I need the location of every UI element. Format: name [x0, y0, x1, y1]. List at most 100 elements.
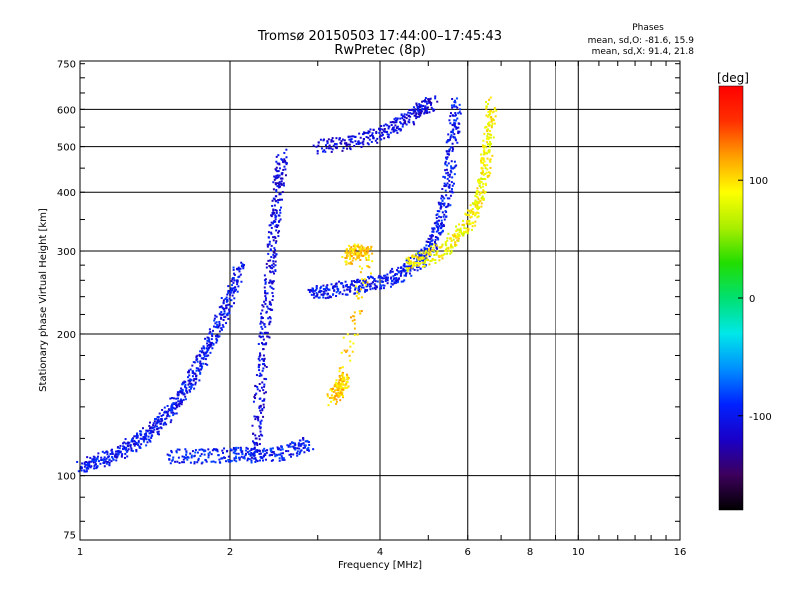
- data-point: [394, 124, 397, 127]
- data-point: [209, 345, 212, 348]
- data-point: [306, 439, 309, 442]
- data-point: [338, 376, 341, 379]
- data-point: [181, 392, 184, 395]
- data-point: [493, 108, 496, 111]
- data-point: [154, 417, 157, 420]
- data-point: [434, 97, 437, 100]
- data-point: [443, 202, 446, 205]
- data-point: [415, 252, 418, 255]
- data-point: [150, 431, 153, 434]
- data-point: [266, 245, 269, 248]
- data-point: [342, 388, 345, 391]
- data-point: [338, 387, 341, 390]
- data-point: [354, 248, 357, 251]
- data-point: [359, 245, 362, 248]
- data-point: [262, 354, 265, 357]
- data-point: [436, 222, 439, 225]
- data-point: [381, 280, 384, 283]
- data-point: [230, 305, 233, 308]
- data-point: [233, 459, 236, 462]
- data-point: [380, 280, 383, 283]
- data-point: [353, 284, 356, 287]
- y-tick-label: 75: [63, 530, 76, 541]
- data-point: [427, 249, 430, 252]
- data-point: [451, 106, 454, 109]
- data-point: [444, 163, 447, 166]
- data-point: [259, 352, 262, 355]
- data-point: [435, 224, 438, 227]
- data-point: [383, 124, 386, 127]
- data-point: [199, 372, 202, 375]
- data-point: [416, 261, 419, 264]
- data-point: [444, 162, 447, 165]
- data-point: [258, 355, 261, 358]
- data-point: [485, 107, 488, 110]
- data-point: [165, 417, 168, 420]
- data-point: [453, 233, 456, 236]
- data-point: [432, 228, 435, 231]
- data-point: [424, 255, 427, 258]
- data-point: [481, 178, 484, 181]
- data-point: [476, 187, 479, 190]
- data-point: [271, 270, 274, 273]
- data-point: [456, 228, 459, 231]
- data-point: [278, 174, 281, 177]
- data-point: [322, 293, 325, 296]
- data-point: [108, 455, 111, 458]
- data-point: [389, 121, 392, 124]
- data-point: [339, 141, 342, 144]
- data-point: [148, 424, 151, 427]
- data-point: [214, 335, 217, 338]
- data-point: [450, 160, 453, 163]
- data-point: [111, 455, 114, 458]
- data-point: [80, 467, 83, 470]
- data-point: [269, 265, 272, 268]
- data-point: [148, 432, 151, 435]
- data-point: [434, 259, 437, 262]
- data-point: [203, 355, 206, 358]
- data-point: [174, 407, 177, 410]
- data-point: [202, 362, 205, 365]
- data-point: [438, 210, 441, 213]
- data-point: [380, 125, 383, 128]
- data-point: [175, 401, 178, 404]
- data-point: [474, 194, 477, 197]
- data-point: [186, 376, 189, 379]
- data-point: [230, 288, 233, 291]
- data-point: [266, 449, 269, 452]
- data-point: [278, 453, 281, 456]
- data-point: [145, 438, 148, 441]
- data-point: [307, 446, 310, 449]
- data-point: [208, 346, 211, 349]
- data-point: [257, 416, 260, 419]
- data-point: [452, 135, 455, 138]
- data-point: [203, 353, 206, 356]
- data-point: [76, 460, 79, 463]
- data-point: [454, 241, 457, 244]
- data-point: [335, 291, 338, 294]
- data-point: [237, 285, 240, 288]
- data-point: [359, 248, 362, 251]
- data-point: [267, 236, 270, 239]
- data-point: [330, 400, 333, 403]
- data-point: [269, 447, 272, 450]
- data-point: [328, 295, 331, 298]
- data-point: [199, 362, 202, 365]
- data-point: [459, 108, 462, 111]
- data-point: [261, 327, 264, 330]
- x-axis-label: Frequency [MHz]: [338, 560, 422, 571]
- data-point: [443, 197, 446, 200]
- data-point: [218, 306, 221, 309]
- data-point: [271, 204, 274, 207]
- data-point: [244, 454, 247, 457]
- data-point: [387, 133, 390, 136]
- data-point: [365, 249, 368, 252]
- data-point: [148, 439, 151, 442]
- data-point: [356, 256, 359, 259]
- data-point: [376, 280, 379, 283]
- data-point: [486, 137, 489, 140]
- data-point: [431, 239, 434, 242]
- data-point: [277, 176, 280, 179]
- data-point: [453, 136, 456, 139]
